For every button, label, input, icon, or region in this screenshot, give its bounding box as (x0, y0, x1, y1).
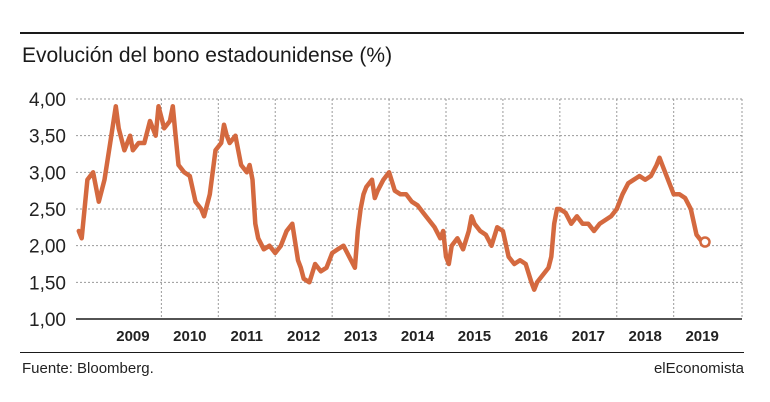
y-tick-label: 4,00 (29, 90, 66, 111)
x-tick-label: 2016 (515, 328, 548, 345)
y-tick-label: 1,50 (29, 273, 66, 294)
label-layer: 1,00 1,50 2,00 2,50 3,00 3,50 4,00 2009 2010 2011… (29, 90, 719, 345)
x-tick-label: 2014 (401, 328, 435, 345)
top-rule (20, 32, 744, 34)
source-note: Fuente: Bloomberg. (22, 360, 154, 377)
y-tick-label: 1,00 (29, 310, 66, 331)
bottom-rule (20, 352, 744, 353)
x-tick-label: 2018 (629, 328, 662, 345)
x-tick-label: 2013 (344, 328, 377, 345)
x-tick-label: 2017 (572, 328, 605, 345)
x-tick-label: 2015 (458, 328, 491, 345)
series-layer (76, 104, 711, 292)
x-tick-label: 2011 (230, 328, 263, 345)
end-point-marker (699, 236, 711, 248)
y-tick-label: 2,50 (29, 200, 66, 221)
chart-title: Evolución del bono estadounidense (%) (22, 44, 393, 67)
x-tick-label: 2019 (685, 328, 718, 345)
series-line (76, 104, 705, 292)
y-tick-label: 2,00 (29, 237, 66, 258)
x-tick-label: 2009 (116, 328, 149, 345)
grid-layer (76, 98, 743, 319)
y-tick-label: 3,50 (29, 127, 66, 148)
brand-logo-text: elEconomista (653, 360, 744, 377)
x-tick-label: 2012 (287, 328, 320, 345)
x-tick-label: 2010 (173, 328, 206, 345)
y-tick-label: 3,00 (29, 163, 66, 184)
